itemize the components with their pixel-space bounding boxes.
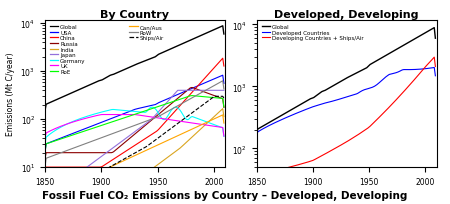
Developing Countries + Ships/Air bbox=[304, 161, 310, 164]
Developed Countries bbox=[254, 140, 259, 142]
Global bbox=[400, 45, 405, 48]
Developing Countries + Ships/Air bbox=[353, 135, 358, 138]
Global bbox=[254, 137, 259, 139]
Line: Developed Countries: Developed Countries bbox=[256, 68, 436, 141]
Title: Developed, Developing: Developed, Developing bbox=[274, 10, 419, 20]
Global bbox=[370, 63, 375, 65]
Developing Countries + Ships/Air bbox=[432, 57, 437, 59]
Developed Countries bbox=[290, 114, 295, 116]
Developed Countries bbox=[433, 75, 438, 78]
Developing Countries + Ships/Air bbox=[254, 183, 259, 186]
Legend: Global, Developed Countries, Developing Countries + Ships/Air: Global, Developed Countries, Developing … bbox=[261, 25, 364, 42]
Text: Fossil Fuel CO₂ Emissions by Country – Developed, Developing: Fossil Fuel CO₂ Emissions by Country – D… bbox=[42, 190, 408, 200]
Global bbox=[433, 38, 438, 40]
Developing Countries + Ships/Air bbox=[424, 65, 429, 68]
Y-axis label: Emissions (Mt C/year): Emissions (Mt C/year) bbox=[6, 52, 15, 135]
Line: Global: Global bbox=[256, 29, 436, 138]
Developing Countries + Ships/Air bbox=[433, 66, 438, 68]
Developing Countries + Ships/Air bbox=[400, 92, 405, 94]
Line: Developing Countries + Ships/Air: Developing Countries + Ships/Air bbox=[256, 58, 436, 185]
Global bbox=[353, 73, 358, 75]
Global bbox=[290, 108, 295, 111]
Developed Countries bbox=[370, 87, 375, 89]
Developed Countries bbox=[353, 93, 358, 96]
Legend: Can/Aus, RoW, Ships/Air: Can/Aus, RoW, Ships/Air bbox=[129, 25, 164, 42]
Global bbox=[304, 100, 310, 102]
Developed Countries bbox=[400, 69, 405, 72]
Developed Countries bbox=[424, 68, 429, 70]
Title: By Country: By Country bbox=[100, 10, 170, 20]
Global bbox=[432, 27, 437, 30]
Developing Countries + Ships/Air bbox=[290, 165, 295, 168]
Developing Countries + Ships/Air bbox=[370, 123, 375, 126]
Developed Countries bbox=[432, 67, 437, 69]
Developed Countries bbox=[304, 108, 310, 111]
Global bbox=[424, 32, 429, 34]
